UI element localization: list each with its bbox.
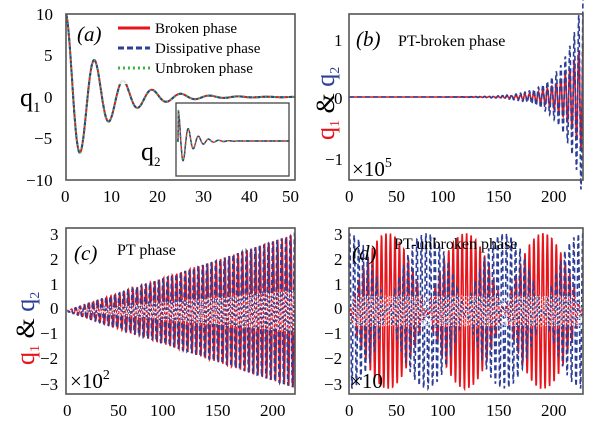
panel-c-ytick-m3: −3 <box>40 375 58 394</box>
panel-d-xtick-0: 0 <box>345 401 354 420</box>
panel-b-series-q1 <box>349 43 584 148</box>
panel-b-ytick-m1: −1 <box>325 150 343 169</box>
panel-b-xtick-150: 150 <box>486 187 512 206</box>
panel-c-label: (c) <box>74 241 97 265</box>
panel-a-label: (a) <box>77 22 102 46</box>
panel-b-ytick-0: 0 <box>334 89 343 108</box>
panel-c-xtick-100: 100 <box>150 401 176 420</box>
panel-a-series-3 <box>65 13 295 154</box>
panel-c-scale: ×102 <box>70 368 110 393</box>
panel-a-ytick-5: 5 <box>44 46 53 65</box>
panel-a-xtick-10: 10 <box>103 187 120 206</box>
panel-b-frame <box>348 13 584 181</box>
panel-a-xtick-50: 50 <box>282 187 299 206</box>
panel-d-ytick-2: 2 <box>334 250 343 269</box>
panel-a-frame <box>65 13 296 181</box>
panel-c-xtick-200: 200 <box>260 401 286 420</box>
panel-a-xtick-20: 20 <box>149 187 166 206</box>
panel-a-inset: q2 <box>141 102 290 177</box>
panel-c-center-dots <box>66 289 296 332</box>
panel-a-xtick-40: 40 <box>241 187 258 206</box>
panel-c-series-q2 <box>65 231 296 388</box>
panel-a-ytick-10: 10 <box>36 5 53 24</box>
panel-d-center-dots <box>348 294 584 328</box>
panel-a-ytick-0: 0 <box>44 88 53 107</box>
panel-a-inset-ylabel: q2 <box>141 137 161 169</box>
panel-c-ytick-2: 2 <box>50 250 59 269</box>
panel-d-ytick-m2: −2 <box>324 349 342 368</box>
panel-a: (a) q1 10 5 0 −5 −10 0 10 20 30 40 50 Br… <box>20 5 299 206</box>
panel-c-frame <box>65 227 296 395</box>
panel-b-xtick-200: 200 <box>541 187 567 206</box>
panel-d: (d) PT-unbroken phase ×10 3 2 1 0 −1 −2 … <box>324 225 584 420</box>
panel-d-xtick-100: 100 <box>430 401 456 420</box>
panel-c-ytick-1: 1 <box>50 275 59 294</box>
panel-d-ytick-m1: −1 <box>324 324 342 343</box>
panel-d-frame <box>348 227 584 395</box>
panel-b: (b) PT-broken phase ×105 q1 & q2 1 0 −1 … <box>311 0 584 206</box>
panel-b-title: PT-broken phase <box>398 33 505 50</box>
panel-b-xtick-100: 100 <box>430 187 456 206</box>
panel-d-xtick-50: 50 <box>388 401 405 420</box>
panel-a-ylabel: q1 <box>20 83 41 116</box>
panel-c: (c) PT phase ×102 q1 & q2 3 2 1 0 −1 −2 … <box>11 225 296 420</box>
panel-c-ytick-0: 0 <box>50 299 59 318</box>
panel-b-label: (b) <box>356 27 381 51</box>
legend-label-dissipative: Dissipative phase <box>155 41 261 57</box>
panel-d-xtick-150: 150 <box>486 401 512 420</box>
panel-c-ytick-m1: −1 <box>40 324 58 343</box>
panel-a-ytick-m10: −10 <box>26 171 53 190</box>
panel-c-xtick-50: 50 <box>110 401 127 420</box>
panel-c-xtick-150: 150 <box>205 401 231 420</box>
panel-b-ytick-1: 1 <box>334 31 343 50</box>
panel-c-xtick-0: 0 <box>63 401 72 420</box>
panel-a-xtick-0: 0 <box>61 187 70 206</box>
panel-b-xtick-0: 0 <box>345 187 354 206</box>
panel-c-ytick-3: 3 <box>50 225 59 244</box>
panel-d-ytick-3: 3 <box>334 225 343 244</box>
panel-d-scale: ×10 <box>350 369 383 393</box>
panel-c-ylabel: q1 & q2 <box>11 292 43 365</box>
panel-a-ytick-m5: −5 <box>34 129 52 148</box>
panel-a-legend: Broken phase Dissipative phase Unbroken … <box>117 16 293 84</box>
panel-b-series-q2 <box>349 0 584 190</box>
panel-b-xtick-50: 50 <box>388 187 405 206</box>
panel-a-inset-series-3 <box>176 109 289 162</box>
panel-d-title: PT-unbroken phase <box>394 236 517 253</box>
legend-label-broken: Broken phase <box>155 21 237 37</box>
panel-d-label: (d) <box>352 241 377 265</box>
legend-label-unbroken: Unbroken phase <box>155 61 253 77</box>
panel-b-scale: ×105 <box>352 156 392 181</box>
panel-c-ytick-m2: −2 <box>40 349 58 368</box>
panel-c-title: PT phase <box>117 242 176 259</box>
panel-d-xtick-200: 200 <box>541 401 567 420</box>
panel-d-ytick-1: 1 <box>334 275 343 294</box>
panel-d-ytick-0: 0 <box>334 299 343 318</box>
panel-d-ytick-m3: −3 <box>324 375 342 394</box>
panel-a-xtick-30: 30 <box>195 187 212 206</box>
